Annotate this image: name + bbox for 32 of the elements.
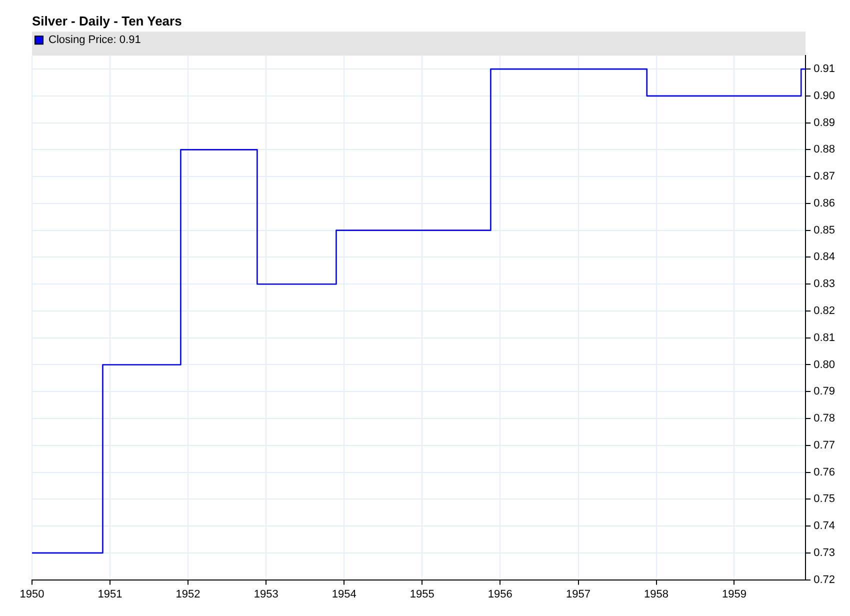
- y-tick-label: 0.77: [814, 439, 836, 452]
- y-tick-label: 0.90: [814, 90, 836, 102]
- x-tick-label: 1953: [254, 588, 278, 600]
- y-tick-label: 0.85: [814, 224, 836, 236]
- y-tick-label: 0.79: [814, 386, 836, 398]
- y-tick-label: 0.87: [814, 170, 836, 183]
- y-tick-label: 0.80: [814, 358, 836, 371]
- x-tick-label: 1951: [98, 588, 122, 600]
- y-tick-label: 0.89: [814, 116, 836, 129]
- x-tick-label: 1956: [488, 588, 512, 600]
- x-tick-label: 1959: [722, 588, 746, 600]
- y-tick-label: 0.91: [814, 63, 836, 76]
- y-tick-label: 0.78: [814, 412, 836, 425]
- y-tick-label: 0.83: [814, 278, 836, 290]
- y-tick-label: 0.86: [814, 197, 836, 210]
- y-tick-label: 0.72: [814, 574, 836, 586]
- y-tick-label: 0.84: [814, 251, 836, 264]
- y-tick-label: 0.76: [814, 466, 836, 478]
- y-tick-label: 0.82: [814, 305, 836, 318]
- legend-label: Closing Price: 0.91: [48, 34, 141, 46]
- y-tick-label: 0.81: [814, 332, 836, 344]
- x-tick-label: 1955: [410, 588, 434, 600]
- x-tick-label: 1952: [176, 588, 200, 600]
- x-tick-label: 1954: [332, 588, 356, 600]
- x-tick-label: 1958: [644, 588, 668, 600]
- x-tick-label: 1950: [20, 588, 44, 600]
- y-tick-label: 0.74: [814, 520, 836, 532]
- y-tick-label: 0.73: [814, 546, 836, 559]
- y-tick-label: 0.88: [814, 144, 836, 156]
- y-tick-label: 0.75: [814, 493, 836, 506]
- chart-title: Silver - Daily - Ten Years: [32, 13, 182, 28]
- x-tick-label: 1957: [566, 588, 591, 600]
